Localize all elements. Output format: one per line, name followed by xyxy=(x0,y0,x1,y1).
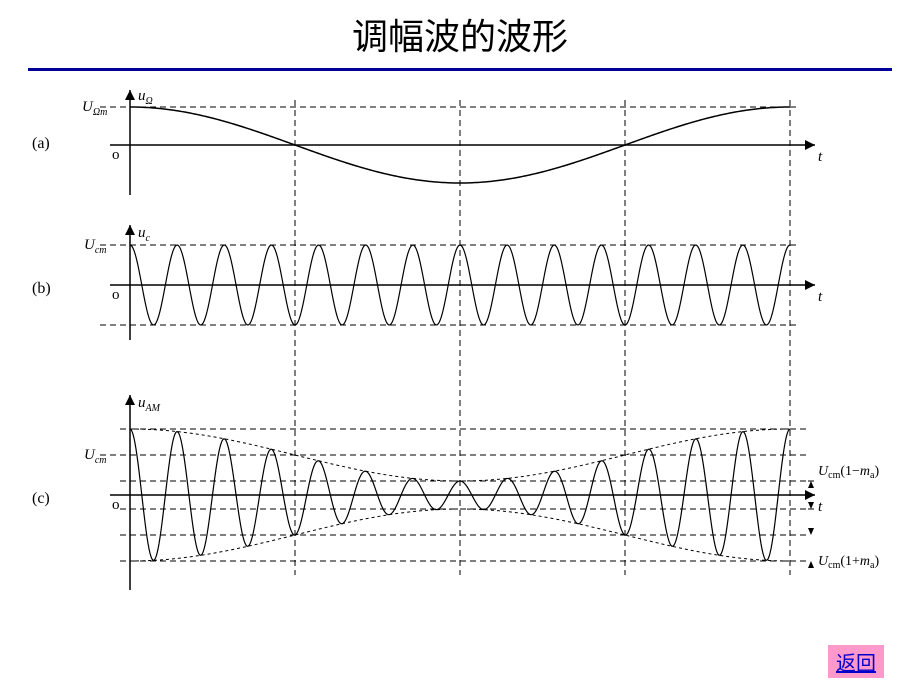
panel-b-label: (b) xyxy=(32,280,51,298)
svg-text:o: o xyxy=(112,497,120,513)
svg-text:uΩ: uΩ xyxy=(138,88,153,107)
panel-a-label: (a) xyxy=(32,135,50,153)
svg-text:t: t xyxy=(818,499,823,515)
page-title: 调幅波的波形 xyxy=(0,0,920,68)
svg-text:t: t xyxy=(818,149,823,165)
svg-text:o: o xyxy=(112,287,120,303)
svg-text:uc: uc xyxy=(138,225,151,244)
svg-text:o: o xyxy=(112,147,120,163)
svg-text:uAM: uAM xyxy=(138,395,161,414)
return-button[interactable]: 返回 xyxy=(828,645,884,678)
svg-text:t: t xyxy=(818,289,823,305)
svg-text:Ucm(1+ma): Ucm(1+ma) xyxy=(818,554,879,571)
panel-c-label: (c) xyxy=(32,490,50,508)
am-waveform-diagram: uΩ UΩm o t uc Ucm o t uAM Ucm o t Ucm(1−ma) Ucm(1+ma)… xyxy=(30,75,890,655)
waveform-svg: uΩ UΩm o t uc Ucm o t uAM Ucm o t Ucm(1−ma) Ucm(1+ma) xyxy=(30,75,890,655)
svg-text:Ucm(1−ma): Ucm(1−ma) xyxy=(818,464,879,481)
svg-text:Ucm: Ucm xyxy=(84,447,107,466)
title-rule xyxy=(28,68,892,71)
svg-text:Ucm: Ucm xyxy=(84,237,107,256)
svg-text:UΩm: UΩm xyxy=(82,99,107,118)
